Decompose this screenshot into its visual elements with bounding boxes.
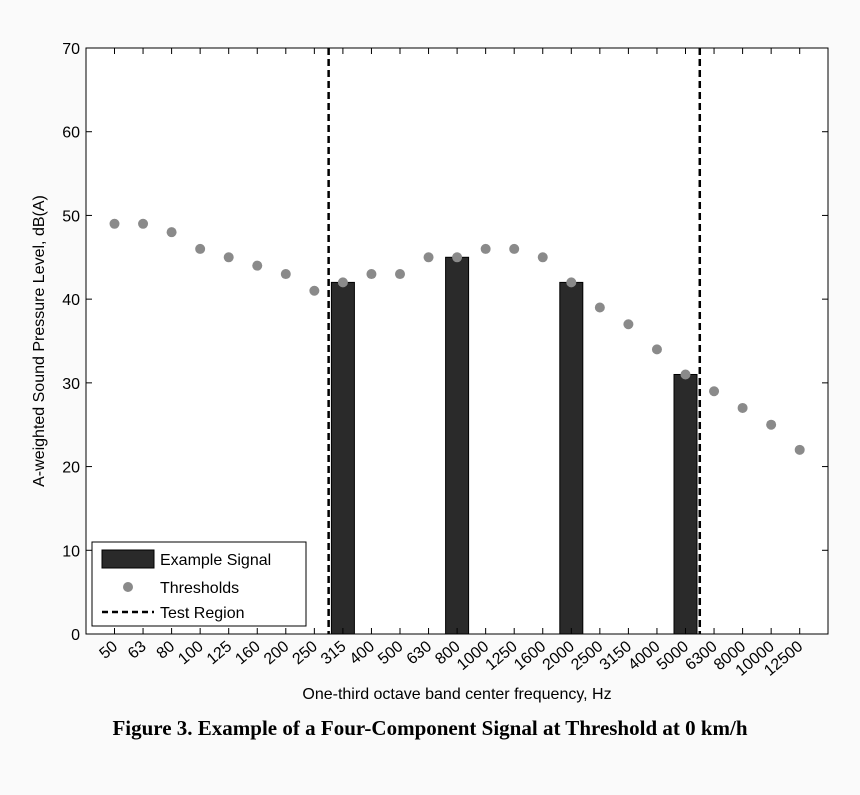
- threshold-point: [195, 243, 206, 254]
- threshold-point: [366, 269, 377, 280]
- threshold-point: [794, 444, 805, 455]
- legend-label-test-region: Test Region: [160, 605, 245, 622]
- y-axis: 0 10 20 30 40 50 60 70: [62, 41, 828, 644]
- figure-caption: Figure 3. Example of a Four-Component Si…: [112, 716, 748, 740]
- x-tick-label: 1600: [511, 638, 549, 674]
- signal-bar: [673, 373, 698, 635]
- threshold-point: [109, 218, 120, 229]
- threshold-point: [480, 243, 491, 254]
- x-tick-label: 5000: [654, 638, 692, 674]
- threshold-point: [680, 369, 691, 380]
- legend-label-example-signal: Example Signal: [160, 552, 271, 569]
- test-region-lines: [327, 48, 702, 634]
- threshold-point: [423, 252, 434, 263]
- x-tick-label: 6300: [682, 638, 720, 674]
- x-tick-label: 4000: [625, 638, 663, 674]
- signal-bar: [559, 281, 584, 635]
- x-tick-label: 1000: [454, 638, 492, 674]
- threshold-point: [309, 285, 320, 296]
- y-tick-label: 10: [62, 543, 80, 560]
- x-tick-label: 100: [175, 638, 206, 668]
- y-tick-label: 30: [62, 376, 80, 393]
- threshold-point: [623, 319, 634, 330]
- threshold-point: [766, 419, 777, 430]
- x-axis-label: One-third octave band center frequency, …: [302, 686, 611, 703]
- threshold-point: [252, 260, 263, 271]
- x-tick-label: 2000: [540, 638, 578, 674]
- threshold-point: [537, 252, 548, 263]
- threshold-point: [166, 227, 177, 238]
- signal-bar: [445, 256, 470, 635]
- x-tick-label: 630: [404, 638, 435, 668]
- threshold-point: [223, 252, 234, 263]
- threshold-point: [138, 218, 149, 229]
- y-tick-label: 70: [62, 41, 80, 58]
- legend-point-swatch: [123, 582, 133, 592]
- threshold-point: [566, 277, 577, 288]
- y-tick-label: 40: [62, 292, 80, 309]
- threshold-point: [452, 252, 463, 263]
- legend-bar-swatch: [101, 549, 155, 569]
- signal-bar: [330, 281, 355, 635]
- bars-layer: [330, 256, 698, 635]
- legend: Example Signal Thresholds Test Region: [91, 541, 307, 627]
- y-axis-label: A-weighted Sound Pressure Level, dB(A): [31, 195, 48, 487]
- x-tick-label: 400: [347, 638, 378, 668]
- threshold-point: [594, 302, 605, 313]
- y-tick-label: 50: [62, 208, 80, 225]
- threshold-points: [109, 218, 805, 455]
- threshold-point: [337, 277, 348, 288]
- threshold-point: [509, 243, 520, 254]
- threshold-point: [737, 402, 748, 413]
- x-tick-label: 63: [125, 638, 150, 663]
- x-tick-label: 200: [261, 638, 292, 668]
- x-tick-label: 125: [204, 638, 235, 668]
- x-tick-label: 80: [154, 638, 179, 663]
- threshold-point: [280, 269, 291, 280]
- threshold-point: [709, 386, 720, 397]
- x-tick-label: 160: [232, 638, 263, 668]
- y-tick-label: 60: [62, 125, 80, 142]
- y-tick-label: 0: [71, 627, 80, 644]
- x-tick-label: 1250: [483, 638, 521, 674]
- threshold-point: [651, 344, 662, 355]
- threshold-point: [395, 269, 405, 280]
- x-tick-label: 3150: [597, 638, 635, 674]
- y-tick-label: 20: [62, 460, 80, 477]
- legend-label-thresholds: Thresholds: [160, 580, 239, 597]
- x-tick-label: 2500: [568, 638, 606, 674]
- x-tick-label: 500: [375, 638, 406, 668]
- x-tick-label: 50: [97, 638, 122, 663]
- x-tick-label: 315: [318, 638, 349, 668]
- x-tick-label: 250: [290, 638, 321, 668]
